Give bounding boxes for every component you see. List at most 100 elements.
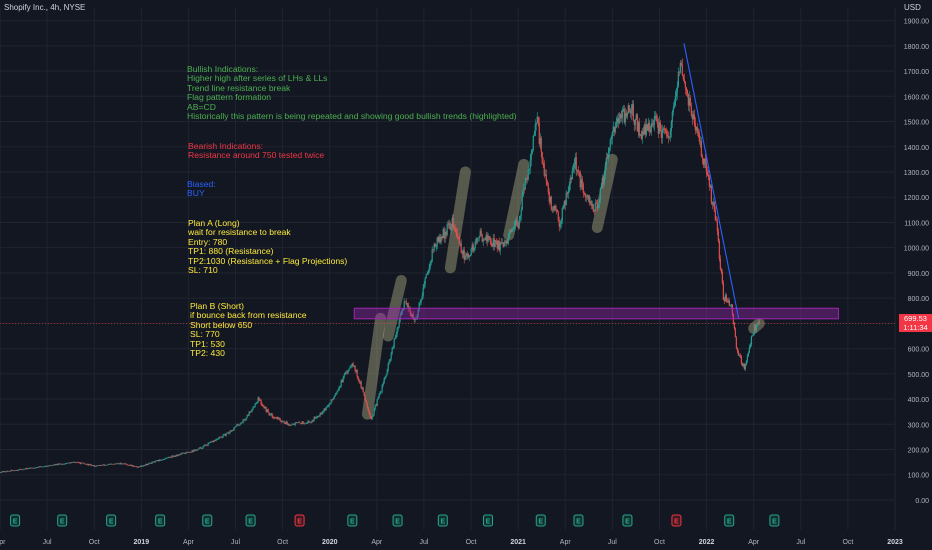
candle-body: [387, 363, 389, 371]
candle-body: [614, 127, 616, 133]
earnings-marker[interactable]: E: [437, 514, 448, 527]
candle-body: [473, 247, 475, 251]
candle-body: [156, 460, 158, 461]
plan-a-line: TP2:1030 (Resistance + Flag Projections): [188, 255, 348, 266]
candle-body: [94, 465, 96, 467]
candle-body: [679, 63, 681, 73]
earnings-marker[interactable]: E: [155, 514, 166, 527]
earnings-marker[interactable]: E: [106, 514, 117, 527]
earnings-marker[interactable]: E: [294, 514, 305, 527]
earnings-marker[interactable]: E: [392, 514, 403, 527]
candle-body: [11, 470, 13, 471]
candle-body: [208, 442, 210, 444]
bullish-indications-note[interactable]: Bullish Indications: Higher high after se…: [187, 64, 517, 121]
candle-body: [588, 195, 590, 203]
candle-body: [508, 233, 510, 238]
candle-body: [329, 403, 331, 405]
candle-body: [300, 423, 302, 425]
drawings[interactable]: [0, 43, 895, 324]
earnings-marker[interactable]: E: [57, 514, 68, 527]
candle-body: [691, 115, 693, 120]
bearish-indications-note[interactable]: Bearish Indications: Resistance around 75…: [188, 141, 324, 161]
earnings-marker[interactable]: E: [202, 514, 213, 527]
candle-body: [139, 466, 141, 467]
earnings-badge: [392, 514, 403, 527]
candle-body: [587, 195, 589, 198]
candle-body: [83, 463, 85, 464]
earnings-badge: [622, 514, 633, 527]
candle-body: [166, 457, 168, 459]
earnings-marker[interactable]: E: [535, 514, 546, 527]
candle-body: [564, 201, 566, 205]
candle-body: [106, 464, 108, 466]
earnings-marker[interactable]: E: [622, 514, 633, 527]
candle-body: [506, 240, 508, 244]
earnings-marker[interactable]: E: [671, 514, 682, 527]
y-tick-label: 1300.00: [904, 170, 929, 177]
candle-body: [391, 347, 393, 354]
candle-body: [218, 436, 220, 439]
price-axis[interactable]: 1900.00 1800.00 1700.00 1600.00 1500.00 1400.…: [904, 19, 929, 505]
candle-body: [178, 454, 180, 456]
candle-body: [48, 465, 50, 467]
earnings-label: E: [109, 519, 114, 526]
candle-body: [296, 422, 298, 424]
candle-body: [76, 462, 78, 464]
candle-body: [222, 434, 224, 438]
x-tick-label: Jul: [608, 539, 617, 546]
candle-body: [454, 228, 456, 230]
candle-body: [542, 163, 544, 164]
x-tick-label: Apr: [748, 539, 760, 546]
candle-body: [224, 434, 226, 436]
time-axis[interactable]: Apr Jul Oct 2019 Apr Jul Oct 2020 Apr Jul Oct 2021 A…: [0, 539, 903, 546]
candle-body: [220, 437, 222, 438]
earnings-marker[interactable]: E: [724, 514, 735, 527]
earnings-marker[interactable]: E: [483, 514, 494, 527]
candle-body: [272, 416, 274, 418]
plan-b-note[interactable]: Plan B (Short) if bounce back from resist…: [190, 301, 307, 358]
candle-body: [673, 105, 675, 108]
candle-body: [472, 244, 474, 251]
earnings-marker[interactable]: E: [573, 514, 584, 527]
candle-body: [584, 193, 586, 197]
symbol-title[interactable]: Shopify Inc., 4h, NYSE: [4, 3, 86, 12]
candle-body: [362, 387, 364, 393]
earnings-badge: [769, 514, 780, 527]
candle-body: [730, 304, 732, 306]
candle-body: [200, 447, 202, 449]
candle-body: [638, 122, 640, 136]
candle-body: [552, 209, 554, 211]
candle-body: [596, 203, 598, 209]
candle-body: [747, 352, 749, 357]
candle-body: [297, 422, 299, 423]
candle-body: [176, 454, 178, 456]
candle-body: [436, 237, 438, 247]
currency-label[interactable]: USD: [904, 3, 921, 12]
biased-note[interactable]: Biased: BUY: [187, 179, 216, 199]
candle-body: [711, 202, 713, 205]
earnings-marker[interactable]: E: [769, 514, 780, 527]
candle-body: [115, 463, 117, 465]
earnings-marker[interactable]: E: [347, 514, 358, 527]
candle-body: [43, 466, 45, 468]
candle-body: [310, 421, 312, 423]
candle-body: [125, 463, 127, 465]
candle-body: [745, 360, 747, 365]
x-tick-label: Oct: [466, 539, 477, 546]
earnings-marker[interactable]: E: [10, 514, 21, 527]
plan-a-note[interactable]: Plan A (Long) wait for resistance to brea…: [188, 218, 348, 275]
candle-body: [367, 406, 369, 411]
candle-body: [111, 463, 113, 465]
candle-body: [354, 365, 356, 371]
candle-body: [365, 400, 367, 403]
candle-body: [192, 450, 194, 452]
candle-body: [460, 243, 462, 253]
candle-body: [475, 241, 477, 243]
earnings-marker[interactable]: E: [245, 514, 256, 527]
candle-body: [21, 469, 23, 471]
candle-body: [723, 300, 725, 302]
candle-body: [135, 466, 137, 467]
candle-body: [435, 246, 437, 247]
